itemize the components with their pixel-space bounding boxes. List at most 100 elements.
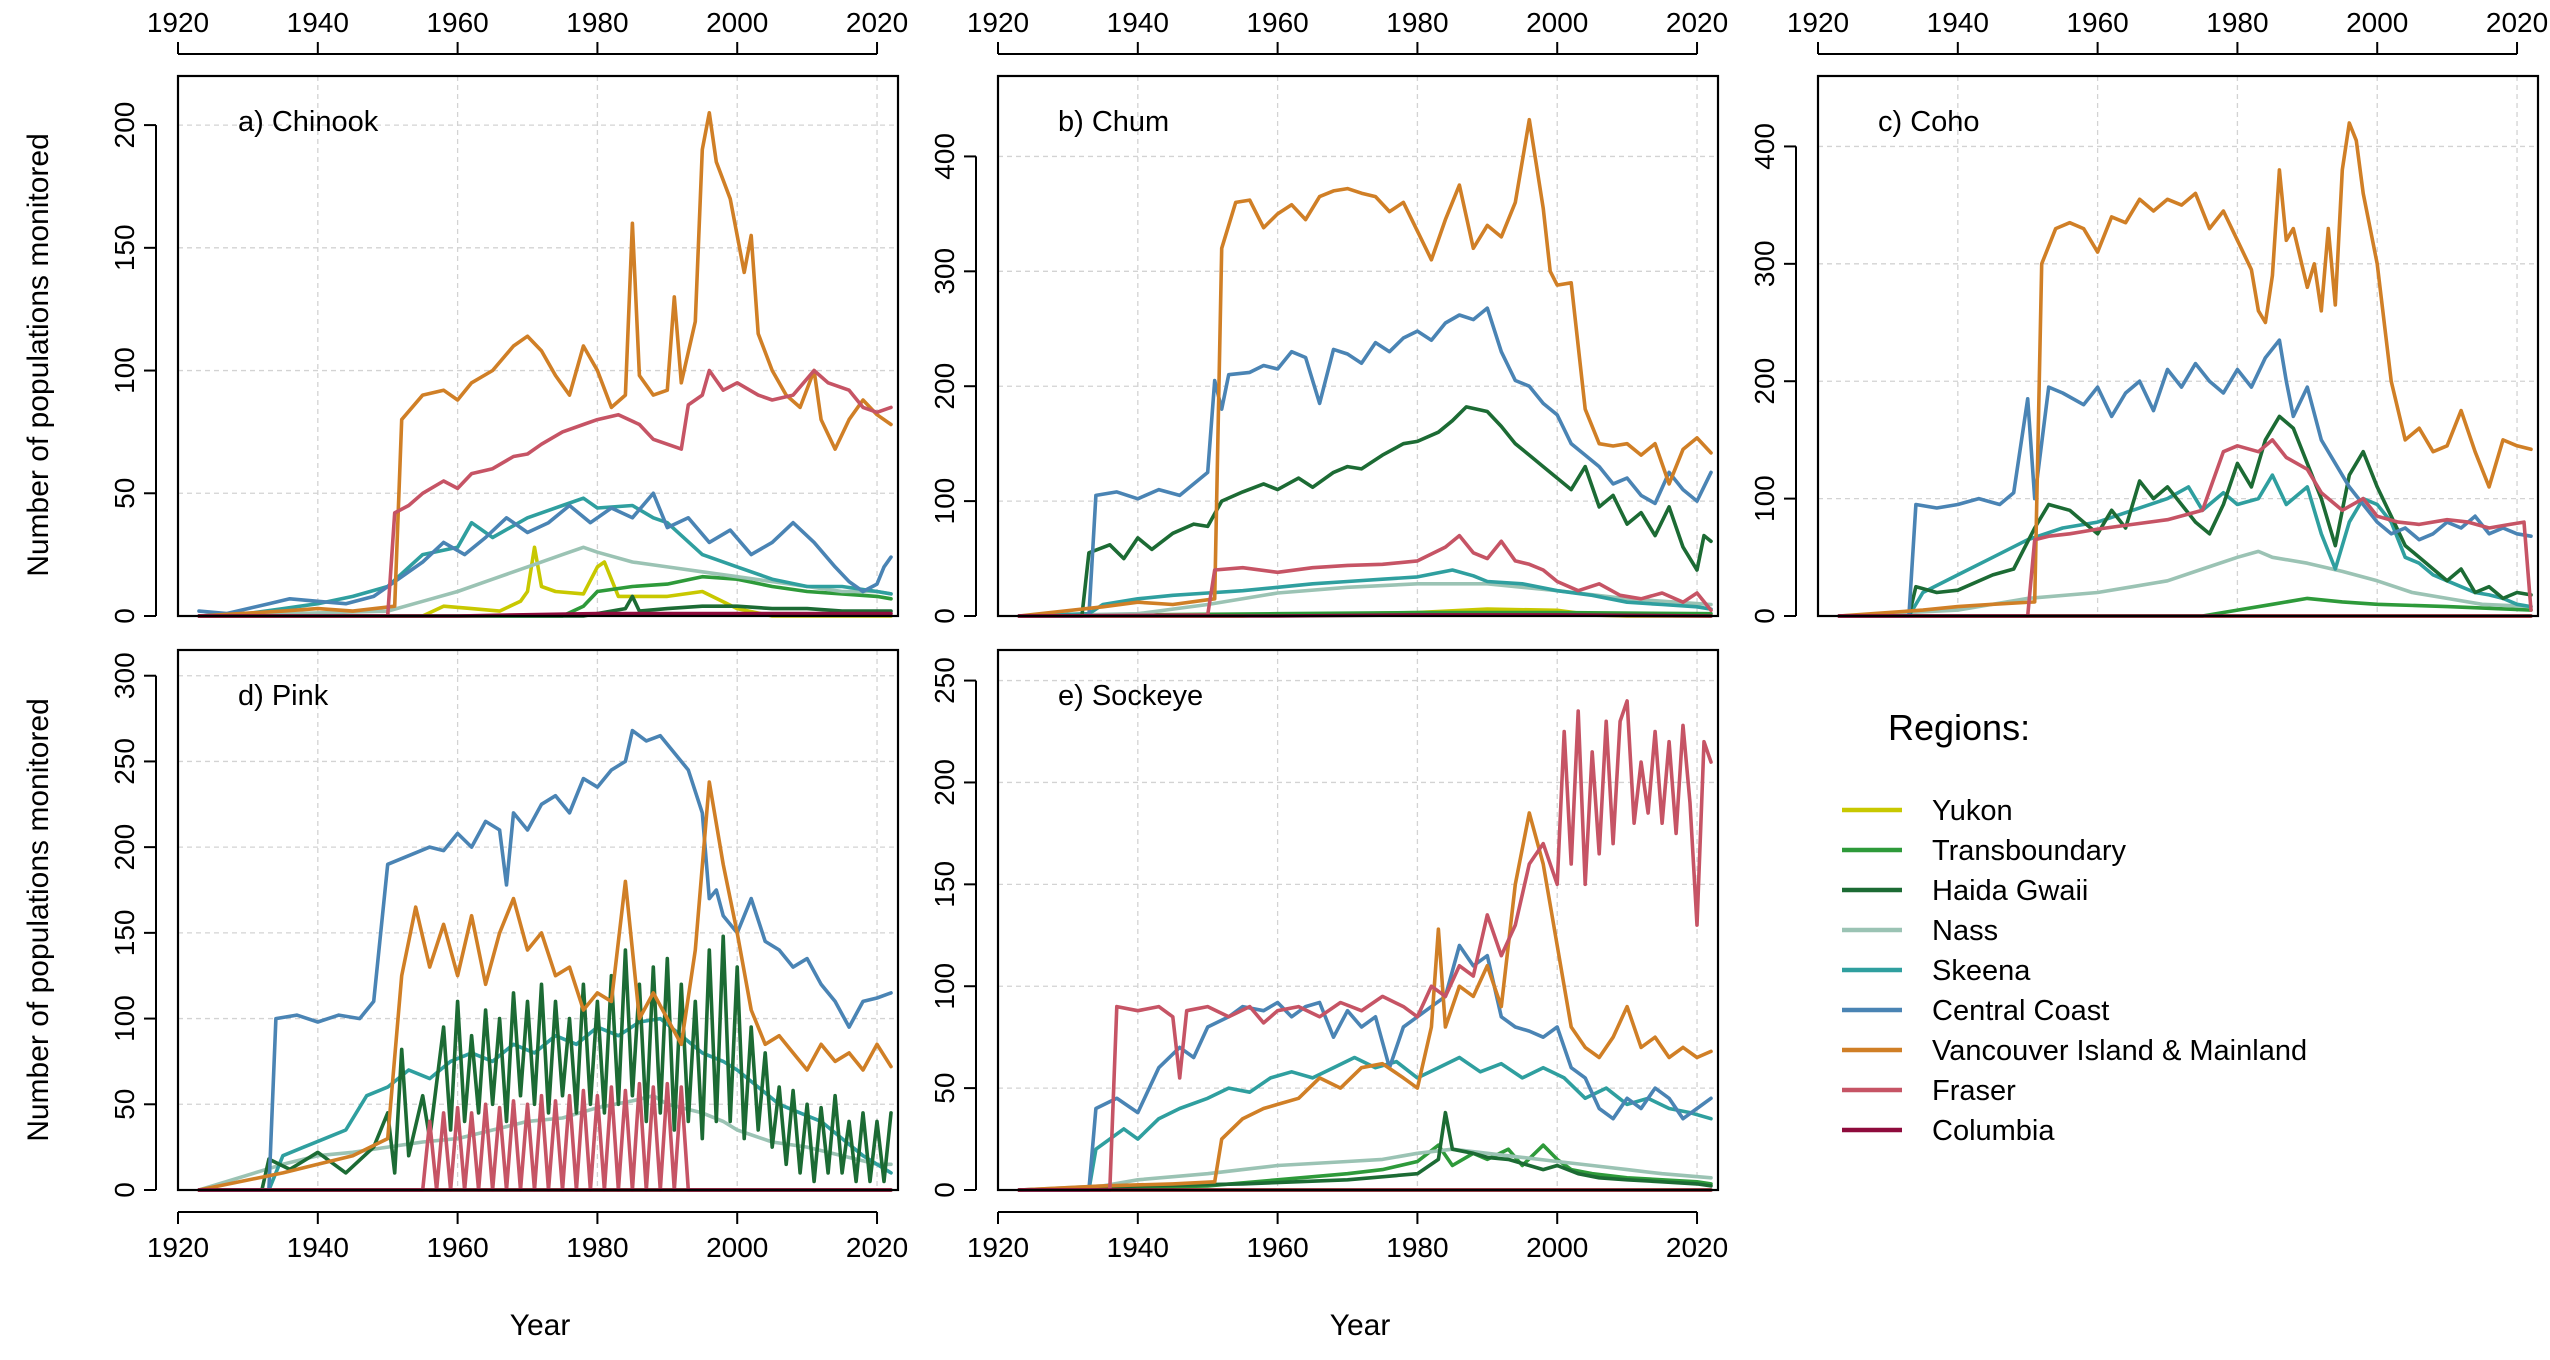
x-tick-label: 1960 [426,1232,488,1263]
legend-item-yukon: Yukon [1842,795,2013,827]
legend-label: Transboundary [1932,835,2126,867]
series-line-vancouver-island-mainland [1837,121,2533,618]
y-tick-label: 100 [109,347,140,394]
x-tick-label: 1960 [1246,7,1308,38]
x-tick-label: 1920 [967,7,1029,38]
x-tick-label: 2020 [2486,7,2548,38]
x-tick-label: 1980 [2206,7,2268,38]
legend-item-fraser: Fraser [1842,1075,2016,1107]
y-tick-label: 0 [1749,608,1780,624]
series-line-haida-gwaii [197,934,893,1192]
series-line-central-coast [197,491,893,616]
y-tick-label: 50 [109,1089,140,1120]
x-axis-title-middle: Year [1330,1309,1391,1342]
y-tick-label: 100 [929,478,960,525]
x-tick-label: 2000 [1526,1232,1588,1263]
plot-frame [176,648,900,1192]
series-line-fraser [1837,438,2533,618]
y-tick-label: 200 [1749,358,1780,405]
y-tick-label: 200 [929,759,960,806]
series-line-haida-gwaii [197,594,893,618]
x-tick-label: 1940 [1107,7,1169,38]
series-line-skeena [197,496,893,618]
legend-title: Regions: [1888,707,2030,748]
x-tick-label: 1960 [2066,7,2128,38]
legend-item-transboundary: Transboundary [1842,835,2126,867]
legend-item-central-coast: Central Coast [1842,995,2109,1027]
x-tick-label: 1920 [147,1232,209,1263]
y-tick-label: 400 [1749,123,1780,170]
series-line-haida-gwaii [1017,405,1713,618]
x-tick-label: 1980 [1386,7,1448,38]
y-tick-label: 300 [929,248,960,295]
y-tick-label: 0 [109,1182,140,1198]
x-tick-label: 1920 [1787,7,1849,38]
x-tick-label: 1980 [566,7,628,38]
panel-pink: 0 50 100 150 200 250 300 1920 1940 1960 1980 2000 20… [109,648,908,1263]
plot-frame [176,74,900,618]
y-tick-label: 0 [929,1182,960,1198]
legend-item-nass: Nass [1842,915,1998,947]
y-tick-label: 100 [109,995,140,1042]
y-tick-label: 400 [929,133,960,180]
panel-title: e) Sockeye [1058,680,1203,712]
plot-frame [996,648,1720,1192]
y-tick-label: 0 [109,608,140,624]
series-line-nass [1017,1147,1713,1192]
x-tick-label: 2020 [1666,1232,1728,1263]
series-line-nass [1837,549,2533,618]
panel-sockeye: 0 50 100 150 200 250 1920 1940 1960 1980 2000 2020 e… [929,648,1728,1263]
x-tick-label: 1940 [1927,7,1989,38]
legend-label: Skeena [1932,955,2031,987]
x-tick-label: 2020 [846,7,908,38]
panel-chinook: 0 50 100 150 200 1920 1940 1960 1980 2000 2020 a) C… [109,7,908,624]
series-line-central-coast [1017,306,1713,618]
x-tick-label: 1940 [287,1232,349,1263]
y-tick-label: 150 [109,224,140,271]
x-tick-label: 2020 [846,1232,908,1263]
series-line-central-coast [197,728,893,1192]
y-tick-label: 200 [109,824,140,871]
x-tick-label: 1940 [1107,1232,1169,1263]
legend-label: Haida Gwaii [1932,875,2088,907]
series-line-fraser [197,1081,893,1192]
y-tick-label: 100 [929,963,960,1010]
y-tick-label: 200 [109,102,140,149]
series-line-vancouver-island-mainland [1017,117,1713,618]
x-tick-label: 1960 [1246,1232,1308,1263]
legend-label: Yukon [1932,795,2013,827]
legend-label: Vancouver Island & Mainland [1932,1035,2307,1067]
x-tick-label: 1980 [1386,1232,1448,1263]
series-line-vancouver-island-mainland [197,111,893,618]
y-tick-label: 300 [1749,240,1780,287]
legend-item-skeena: Skeena [1842,955,2031,987]
series-line-central-coast [1017,943,1713,1192]
series-line-haida-gwaii [1017,1110,1713,1192]
y-tick-label: 50 [109,478,140,509]
series-line-fraser [1017,533,1713,618]
x-tick-label: 2020 [1666,7,1728,38]
x-tick-label: 2000 [1526,7,1588,38]
y-tick-label: 250 [929,657,960,704]
series-line-transboundary [197,574,893,618]
y-tick-label: 100 [1749,475,1780,522]
legend: Regions: Yukon Transboundary Haida Gwaii Na… [1842,707,2307,1147]
legend-label: Central Coast [1932,995,2109,1027]
series-line-transboundary [1837,596,2533,618]
y-tick-label: 300 [109,652,140,699]
y-axis-title-bottom: Number of populations monitored [22,698,55,1142]
plot-frame [996,74,1720,618]
legend-label: Nass [1932,915,1998,947]
series-line-central-coast [1837,338,2533,618]
x-tick-label: 1940 [287,7,349,38]
series-line-fraser [197,368,893,618]
x-tick-label: 1920 [147,7,209,38]
y-tick-label: 150 [109,909,140,956]
panel-title: a) Chinook [238,106,379,138]
panel-chum: 0 100 200 300 400 1920 1940 1960 1980 2000 2020 b) … [929,7,1728,624]
y-tick-label: 150 [929,861,960,908]
series-line-fraser [1017,699,1713,1192]
y-tick-label: 50 [929,1073,960,1104]
